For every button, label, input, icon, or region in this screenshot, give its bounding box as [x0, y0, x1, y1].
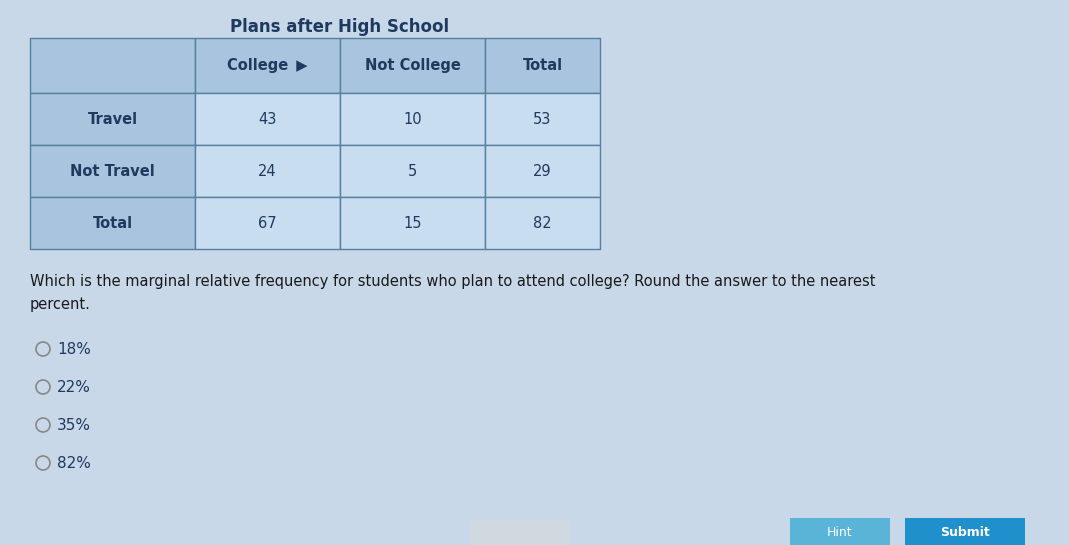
Bar	[905, 518, 1025, 545]
Bar	[790, 518, 890, 545]
Text: Total: Total	[92, 215, 133, 231]
Text: Not College: Not College	[365, 58, 461, 73]
Text: 22%: 22%	[57, 379, 91, 395]
Text: College  ▶: College ▶	[228, 58, 308, 73]
Bar	[340, 197, 485, 249]
Text: 24: 24	[259, 164, 277, 179]
Bar	[470, 520, 570, 545]
Text: Not Travel: Not Travel	[71, 164, 155, 179]
Text: 82: 82	[533, 215, 552, 231]
Text: 82%: 82%	[57, 456, 91, 470]
Text: Total: Total	[523, 58, 562, 73]
Bar	[195, 38, 340, 93]
Bar	[195, 93, 340, 145]
Bar	[340, 93, 485, 145]
Text: 43: 43	[259, 112, 277, 126]
Text: Submit: Submit	[940, 526, 990, 540]
Bar	[30, 93, 195, 145]
Bar	[30, 145, 195, 197]
Text: 10: 10	[403, 112, 422, 126]
Bar	[340, 145, 485, 197]
Bar	[485, 93, 600, 145]
Text: 35%: 35%	[57, 417, 91, 433]
Text: 53: 53	[533, 112, 552, 126]
Bar	[485, 197, 600, 249]
Bar	[195, 145, 340, 197]
Text: 67: 67	[259, 215, 277, 231]
Text: Hint: Hint	[827, 526, 853, 540]
Bar	[485, 38, 600, 93]
Text: Travel: Travel	[88, 112, 138, 126]
Text: Which is the marginal relative frequency for students who plan to attend college: Which is the marginal relative frequency…	[30, 274, 876, 312]
Text: Plans after High School: Plans after High School	[231, 18, 450, 36]
Text: 29: 29	[533, 164, 552, 179]
Bar	[485, 145, 600, 197]
Text: 18%: 18%	[57, 342, 91, 356]
Bar	[30, 197, 195, 249]
Bar	[340, 38, 485, 93]
Bar	[195, 197, 340, 249]
Bar	[30, 38, 195, 93]
Text: 5: 5	[408, 164, 417, 179]
Text: 15: 15	[403, 215, 422, 231]
